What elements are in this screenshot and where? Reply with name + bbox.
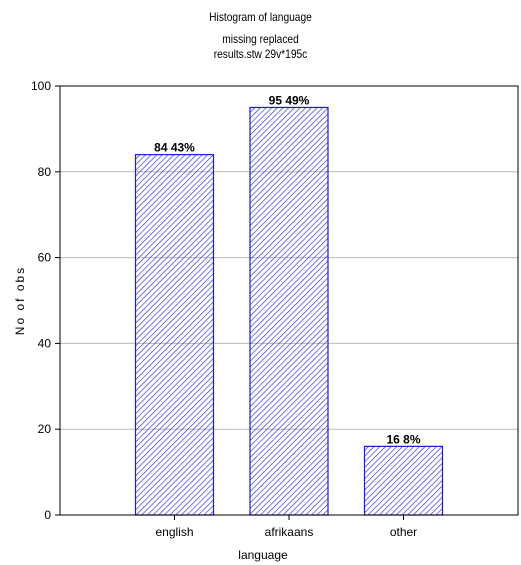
x-tick-label-other: other <box>390 525 417 539</box>
y-tick-label-60: 60 <box>38 251 52 265</box>
data-label-english: 84 43% <box>154 141 195 155</box>
y-axis-title: No of obs <box>13 266 27 335</box>
y-tick-label-0: 0 <box>44 508 51 522</box>
chart-title: Histogram of language <box>209 10 312 24</box>
y-tick-label-100: 100 <box>31 79 51 93</box>
chart-subtitle-line-1: missing replaced <box>222 32 299 46</box>
data-label-other: 16 8% <box>386 432 420 446</box>
chart-subtitle-line-2: results.stw 29v*195c <box>213 47 308 61</box>
x-tick-label-english: english <box>155 525 193 539</box>
data-label-afrikaans: 95 49% <box>269 93 310 107</box>
y-tick-label-80: 80 <box>38 165 52 179</box>
y-tick-label-40: 40 <box>38 336 52 350</box>
plot-frame <box>59 85 519 516</box>
x-tick-label-afrikaans: afrikaans <box>265 525 314 539</box>
bar-english <box>134 154 215 516</box>
bar-other <box>363 445 444 516</box>
bar-afrikaans <box>249 106 329 516</box>
y-tick-label-20: 20 <box>38 422 52 436</box>
x-axis-title: language <box>238 548 288 562</box>
